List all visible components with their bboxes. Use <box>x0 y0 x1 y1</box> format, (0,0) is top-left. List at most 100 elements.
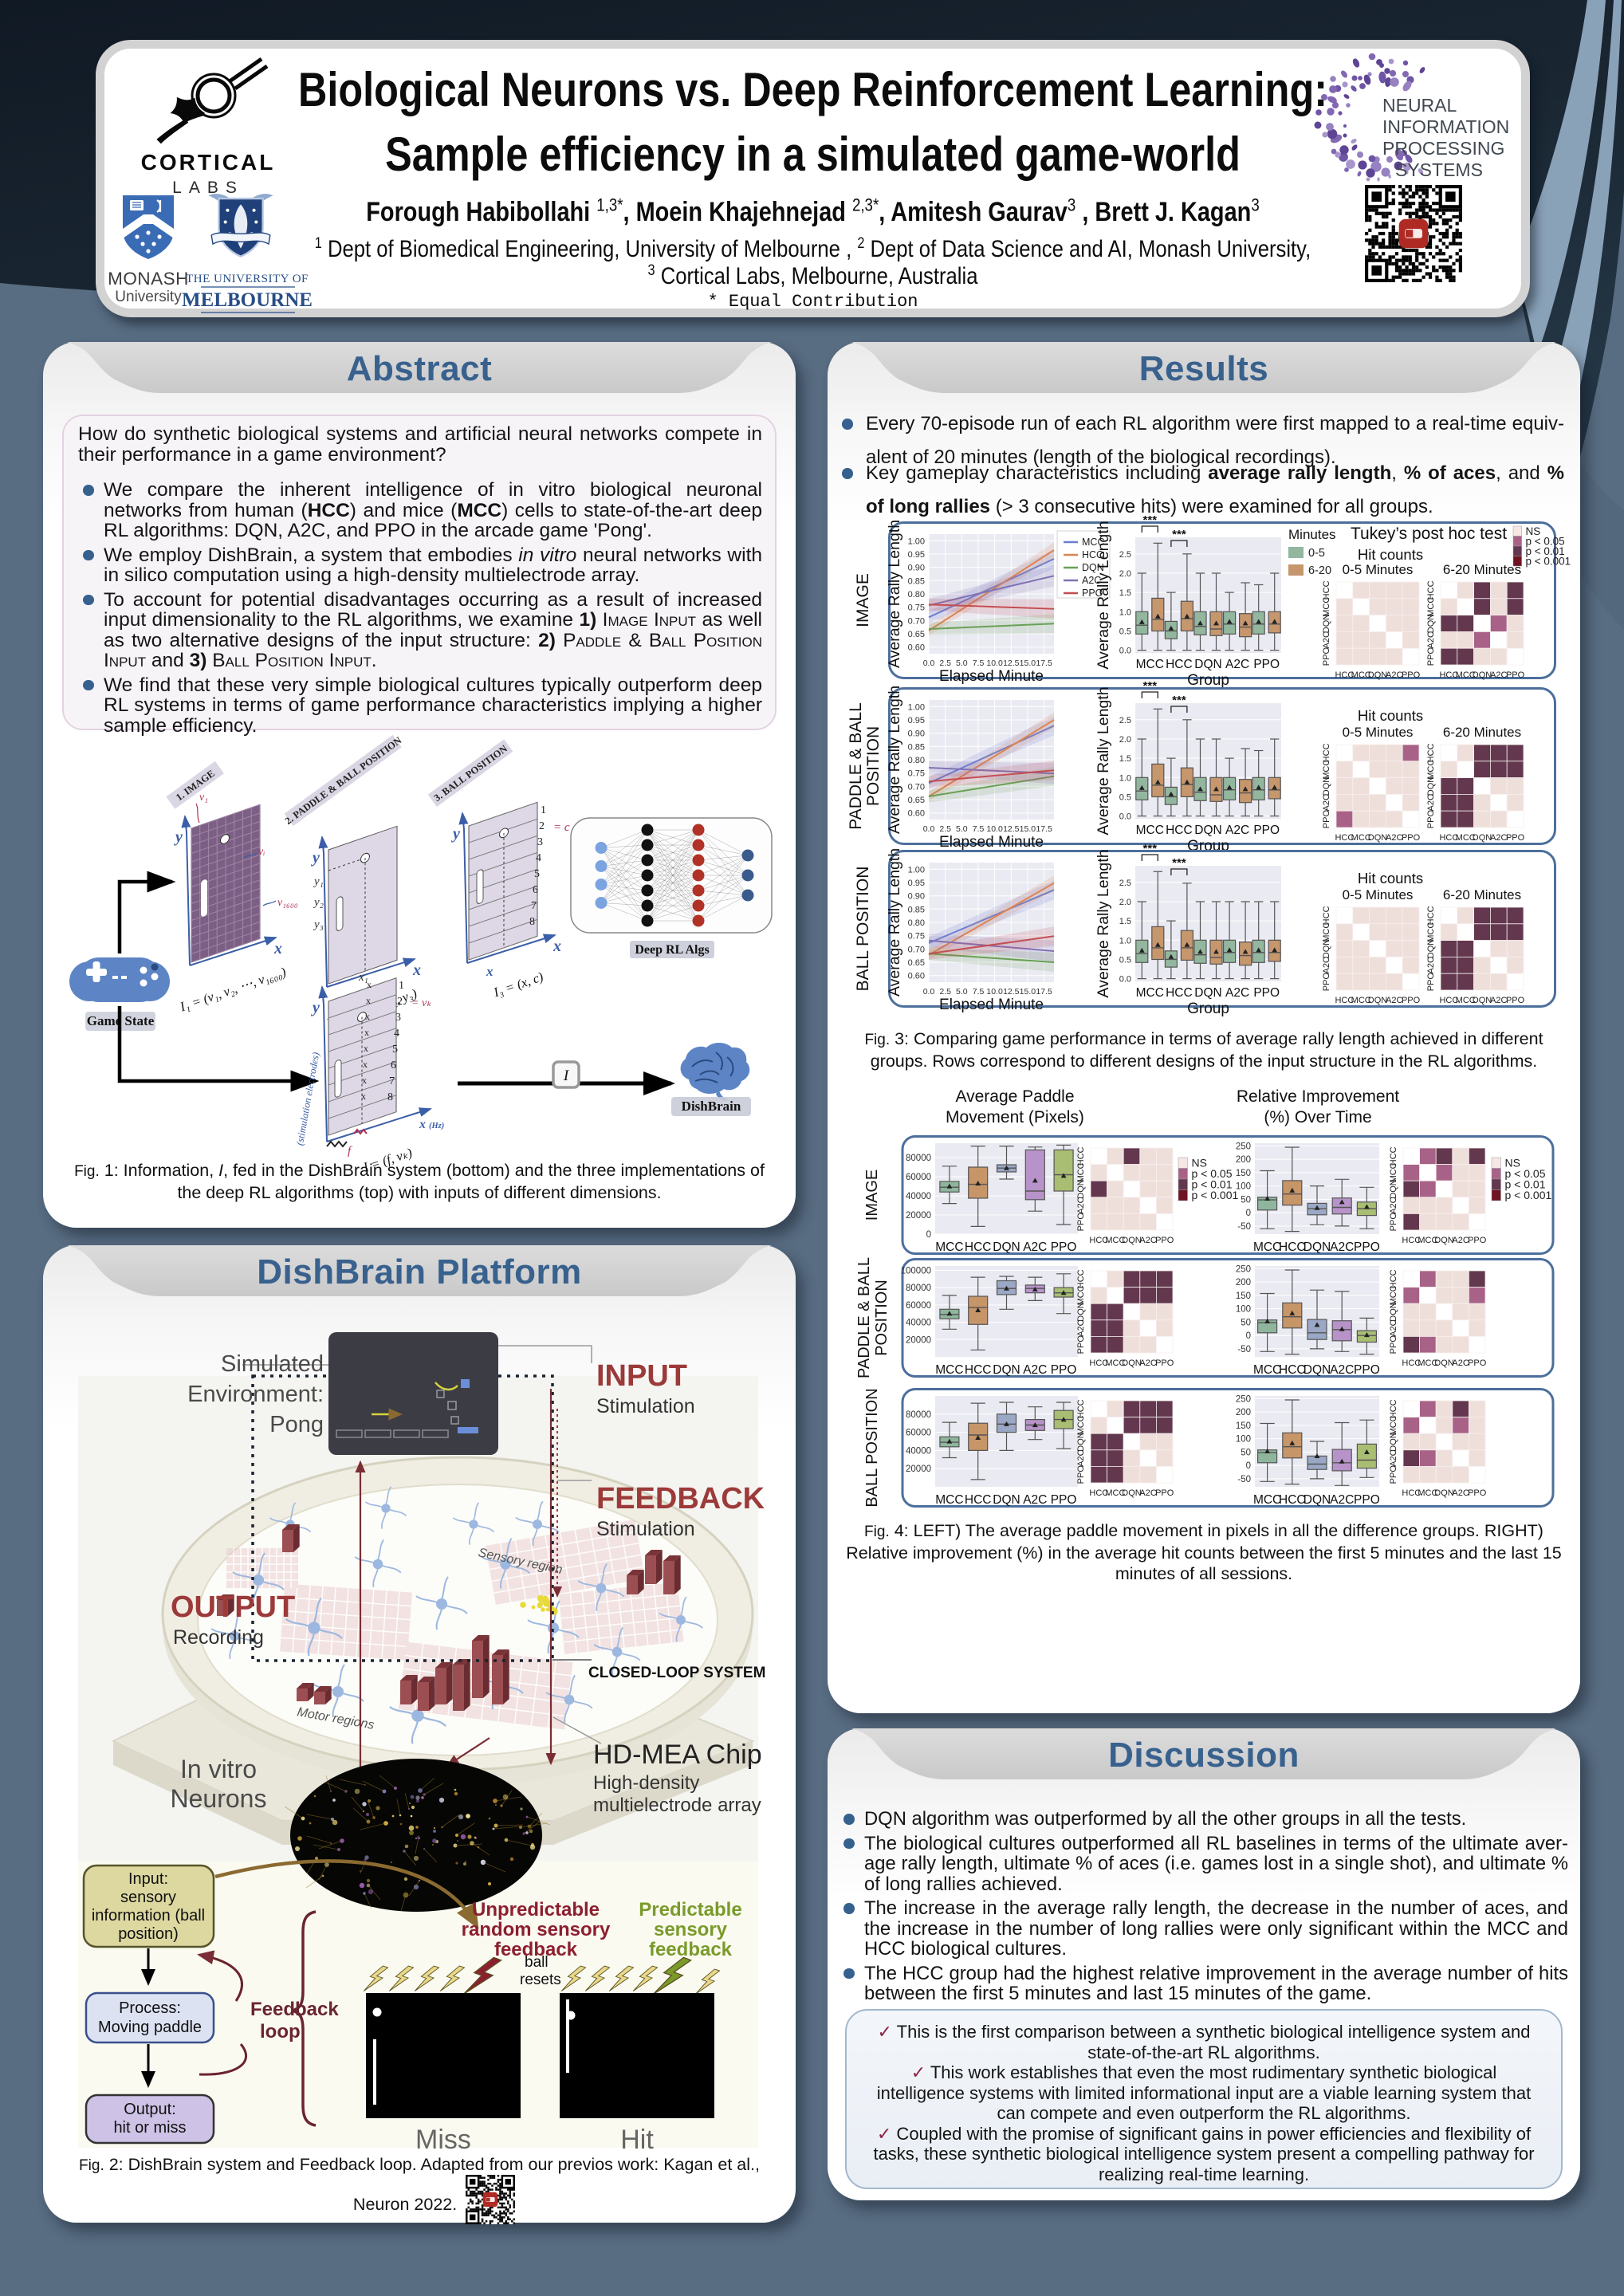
svg-text:PPO: PPO <box>1076 1213 1086 1232</box>
svg-text:MCC: MCC <box>1322 760 1331 780</box>
svg-text:p < 0.001: p < 0.001 <box>1192 1189 1239 1201</box>
svg-text:Elapsed Minute: Elapsed Minute <box>939 668 1044 685</box>
svg-text:information (ball: information (ball <box>92 1907 205 1924</box>
svg-text:PPO: PPO <box>1155 1358 1174 1368</box>
svg-text:12.5: 12.5 <box>1003 987 1020 997</box>
svg-text:HCC: HCC <box>1426 906 1436 925</box>
svg-text:0.5: 0.5 <box>1119 627 1131 636</box>
svg-text:A2C: A2C <box>1389 1449 1398 1466</box>
svg-text:INFORMATION: INFORMATION <box>1382 116 1509 137</box>
svg-text:PPO: PPO <box>1402 670 1421 680</box>
svg-text:17.5: 17.5 <box>1036 659 1052 668</box>
svg-text:MCC: MCC <box>1351 670 1371 680</box>
svg-text:DQN: DQN <box>1434 1488 1454 1498</box>
svg-text:PPO: PPO <box>1076 1335 1086 1354</box>
svg-text:DQN: DQN <box>1194 658 1221 671</box>
svg-text:Hit counts: Hit counts <box>1358 707 1423 724</box>
svg-text:DQN: DQN <box>993 1493 1020 1507</box>
svg-text:MCC: MCC <box>1076 1162 1086 1182</box>
svg-text:DQN: DQN <box>1368 833 1388 843</box>
svg-text:MCC: MCC <box>1105 1358 1125 1368</box>
svg-text:2.5: 2.5 <box>1119 879 1131 888</box>
svg-text:feedback: feedback <box>494 1939 578 1960</box>
svg-text:A2C: A2C <box>1386 670 1402 680</box>
svg-text:A2C: A2C <box>1023 1240 1047 1254</box>
svg-text:PPO: PPO <box>1051 1493 1077 1507</box>
svg-text:150: 150 <box>1236 1421 1251 1431</box>
svg-text:0.85: 0.85 <box>908 905 925 914</box>
svg-text:vᵢ: vᵢ <box>258 846 265 858</box>
svg-text:MCC: MCC <box>1426 597 1436 617</box>
svg-text:HCC: HCC <box>1335 670 1354 680</box>
svg-text:DQN: DQN <box>1076 1179 1086 1199</box>
svg-text:2.5: 2.5 <box>1119 550 1131 560</box>
svg-text:DQN: DQN <box>993 1363 1020 1377</box>
svg-text:50: 50 <box>1241 1195 1251 1205</box>
svg-text:2: 2 <box>397 996 403 1008</box>
svg-text:20000: 20000 <box>906 1211 931 1221</box>
svg-text:PADDLE & BALL: PADDLE & BALL <box>855 1257 873 1378</box>
svg-text:MCC: MCC <box>1322 597 1331 617</box>
svg-text:6-20 Minutes: 6-20 Minutes <box>1443 725 1521 740</box>
svg-text:0.75: 0.75 <box>908 932 925 942</box>
svg-text:0.0: 0.0 <box>923 659 935 668</box>
svg-text:0.95: 0.95 <box>908 550 925 560</box>
svg-text:0.0: 0.0 <box>1119 812 1131 822</box>
svg-text:NS: NS <box>1192 1157 1207 1170</box>
svg-text:MCC: MCC <box>1105 1236 1125 1245</box>
svg-text:Minutes: Minutes <box>1288 527 1336 542</box>
svg-text:MCC: MCC <box>1456 833 1476 843</box>
svg-text:HCC: HCC <box>1335 833 1354 843</box>
svg-text:80000: 80000 <box>906 1410 931 1420</box>
svg-text:HCC: HCC <box>965 1493 992 1507</box>
svg-text:MCC: MCC <box>1082 537 1104 548</box>
svg-text:CLOSED-LOOP SYSTEM: CLOSED-LOOP SYSTEM <box>588 1665 765 1681</box>
svg-text:DQN: DQN <box>1368 996 1388 1005</box>
svg-text:x: x <box>362 1075 367 1086</box>
svg-text:20000: 20000 <box>906 1464 931 1474</box>
svg-text:y₃: y₃ <box>313 918 324 931</box>
svg-text:1.00: 1.00 <box>908 865 925 875</box>
svg-text:MCC: MCC <box>1105 1488 1125 1498</box>
svg-text:A2C: A2C <box>1322 794 1331 811</box>
svg-text:Average Rally Length: Average Rally Length <box>1095 849 1112 997</box>
svg-text:6-20 Minutes: 6-20 Minutes <box>1443 562 1521 577</box>
svg-text:LABS: LABS <box>172 179 244 197</box>
svg-text:IMAGE: IMAGE <box>863 1170 881 1221</box>
svg-text:1: 1 <box>399 980 404 992</box>
svg-text:HD-MEA Chip: HD-MEA Chip <box>593 1740 762 1770</box>
svg-text:0.90: 0.90 <box>908 729 925 739</box>
svg-text:PPO: PPO <box>1082 588 1103 599</box>
svg-text:0-5 Minutes: 0-5 Minutes <box>1343 725 1414 740</box>
svg-text:MCC: MCC <box>935 1363 963 1377</box>
svg-text:v₁₆₀₀: v₁₆₀₀ <box>277 897 298 909</box>
svg-text:10.0: 10.0 <box>986 824 1003 834</box>
svg-text:***: *** <box>1143 513 1158 527</box>
svg-text:MCC: MCC <box>1426 922 1436 942</box>
svg-text:0.75: 0.75 <box>908 603 925 613</box>
svg-text:MCC: MCC <box>935 1240 963 1254</box>
svg-text:In vitro: In vitro <box>180 1755 257 1783</box>
svg-text:HCC: HCC <box>1166 986 1193 1000</box>
svg-text:PPO: PPO <box>1389 1465 1398 1484</box>
svg-text:150: 150 <box>1236 1292 1251 1301</box>
svg-text:MCC: MCC <box>1136 824 1164 837</box>
svg-text:3: 3 <box>395 1012 401 1024</box>
svg-text:0.70: 0.70 <box>908 782 925 792</box>
svg-text:p < 0.05: p < 0.05 <box>1526 536 1565 548</box>
svg-text:A2C: A2C <box>1076 1197 1086 1213</box>
svg-text:DQN: DQN <box>1389 1302 1398 1322</box>
svg-text:PPO: PPO <box>1389 1213 1398 1232</box>
svg-text:p < 0.01: p < 0.01 <box>1526 545 1565 557</box>
svg-text:HCC: HCC <box>1166 824 1193 837</box>
svg-text:1.00: 1.00 <box>908 537 925 546</box>
svg-text:1.5: 1.5 <box>1119 917 1131 926</box>
svg-text:7.5: 7.5 <box>973 987 985 997</box>
svg-text:DQN: DQN <box>1304 1363 1331 1377</box>
svg-text:0.90: 0.90 <box>908 564 925 573</box>
svg-text:p < 0.05: p < 0.05 <box>1505 1167 1546 1180</box>
svg-text:POSITION: POSITION <box>873 1280 891 1356</box>
svg-text:Average Rally Length: Average Rally Length <box>886 520 903 668</box>
svg-text:PPO: PPO <box>1155 1488 1174 1498</box>
svg-text:PPO: PPO <box>1426 647 1436 666</box>
